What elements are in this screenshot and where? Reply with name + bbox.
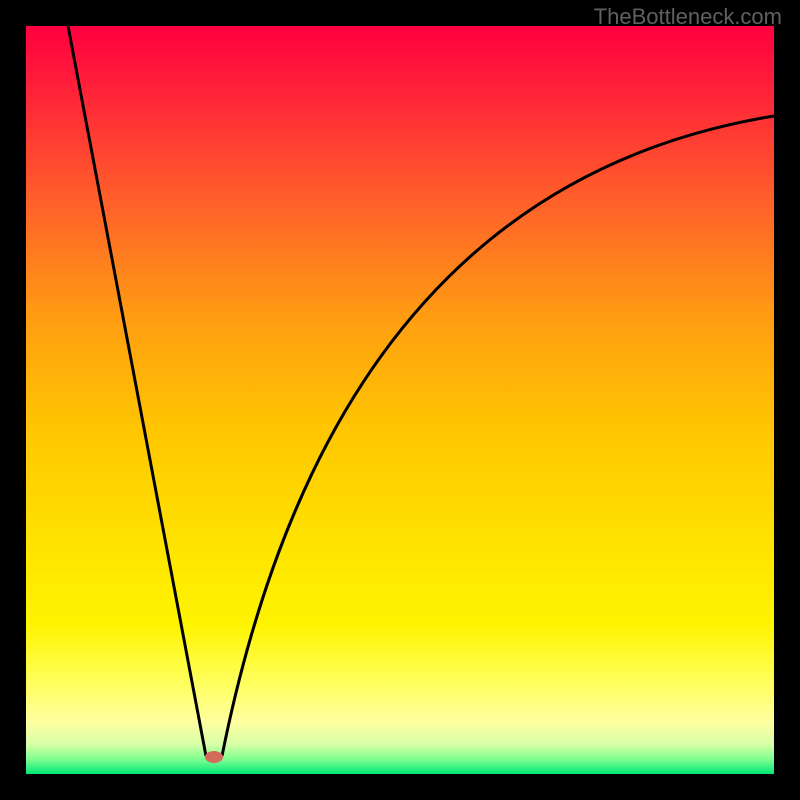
watermark-text: TheBottleneck.com (594, 4, 782, 30)
curve-left-segment (68, 26, 206, 756)
chart-container: { "watermark": { "text": "TheBottleneck.… (0, 0, 800, 800)
valley-marker (205, 751, 223, 763)
bottleneck-curve (26, 26, 774, 774)
curve-right-segment (222, 116, 774, 756)
plot-area (26, 26, 774, 774)
